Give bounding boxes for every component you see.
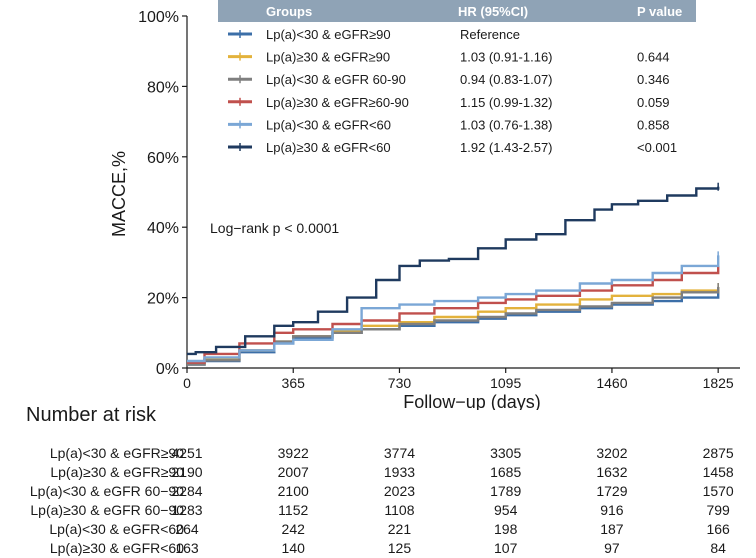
legend-hr: Reference <box>460 27 520 42</box>
legend-hr: 1.15 (0.99-1.32) <box>460 95 553 110</box>
y-tick-label: 60% <box>147 150 179 167</box>
y-axis-label: MACCE,% <box>109 151 129 237</box>
legend-pvalue: 0.346 <box>637 72 670 87</box>
risk-cell: 1570 <box>702 483 734 499</box>
risk-cell: 1283 <box>171 502 203 518</box>
risk-cell: 3202 <box>596 445 628 461</box>
risk-row-label: Lp(a)≥30 & eGFR<60 <box>49 540 184 556</box>
risk-cell: 3922 <box>277 445 309 461</box>
risk-cell: 187 <box>600 521 624 537</box>
legend: Groups HR (95%CI) P value Lp(a)<30 & eGFR≥9… <box>218 0 696 162</box>
x-tick-label: 1095 <box>490 375 521 391</box>
risk-cell: 4251 <box>171 445 203 461</box>
x-tick-label: 365 <box>282 375 306 391</box>
risk-cell: 2023 <box>383 483 416 499</box>
legend-pvalue: <0.001 <box>637 140 677 155</box>
legend-pvalue: 0.644 <box>637 50 670 65</box>
risk-cell: 2875 <box>702 445 734 461</box>
risk-cell: 916 <box>600 502 624 518</box>
risk-cell: 264 <box>175 521 199 537</box>
legend-group: Lp(a)≥30 & eGFR≥60-90 <box>266 95 409 110</box>
risk-cell: 198 <box>494 521 518 537</box>
legend-body-bg <box>218 22 696 162</box>
y-tick-label: 80% <box>147 79 179 96</box>
legend-group: Lp(a)≥30 & eGFR≥90 <box>266 50 390 65</box>
risk-row-label: Lp(a)≥30 & eGFR 60−90 <box>30 502 184 518</box>
risk-table: Number at risk Lp(a)<30 & eGFR≥90 4251 392… <box>0 400 756 557</box>
legend-header: P value <box>637 4 682 19</box>
legend-header: Groups <box>266 4 312 19</box>
km-curve-5 <box>187 255 720 363</box>
risk-row-label: Lp(a)<30 & eGFR 60−90 <box>29 483 184 499</box>
legend-group: Lp(a)≥30 & eGFR<60 <box>266 140 391 155</box>
x-tick-label: 1825 <box>703 375 734 391</box>
risk-row-label: Lp(a)<30 & eGFR≥90 <box>49 445 184 461</box>
risk-cell: 221 <box>387 521 412 537</box>
risk-row: Lp(a)≥30 & eGFR<60 163 140 125 107 97 84 <box>0 540 756 558</box>
risk-cell: 125 <box>387 540 412 556</box>
x-axis-label: Follow−up (days) <box>403 392 541 410</box>
risk-cell: 954 <box>494 502 518 518</box>
risk-cell: 799 <box>706 502 730 518</box>
risk-row: Lp(a)<30 & eGFR 60−90 2284 2100 2023 1789 172… <box>0 483 756 501</box>
legend-hr: 0.94 (0.83-1.07) <box>460 72 553 87</box>
risk-cell: 3305 <box>490 445 522 461</box>
y-tick-label: 0% <box>156 361 179 378</box>
risk-cell: 140 <box>281 540 305 556</box>
risk-cell: 1685 <box>490 464 522 480</box>
legend-pvalue: 0.858 <box>637 117 670 132</box>
risk-cell: 163 <box>175 540 199 556</box>
risk-cell: 2100 <box>277 483 309 499</box>
y-tick-label: 20% <box>147 291 179 308</box>
legend-header: HR (95%CI) <box>458 4 528 19</box>
x-tick-label: 0 <box>183 375 191 391</box>
risk-cell: 1789 <box>490 483 522 499</box>
legend-header-bg <box>218 0 696 22</box>
x-tick-label: 1460 <box>596 375 627 391</box>
legend-hr: 1.92 (1.43-2.57) <box>460 140 553 155</box>
risk-cell: 107 <box>494 540 518 556</box>
risk-cell: 1632 <box>596 464 628 480</box>
risk-cell: 1458 <box>702 464 734 480</box>
risk-cell: 2284 <box>171 483 203 499</box>
risk-row: Lp(a)≥30 & eGFR 60−90 1283 1152 1108 954 916 7… <box>0 502 756 520</box>
risk-cell: 242 <box>281 521 305 537</box>
y-tick-label: 40% <box>147 220 179 237</box>
risk-row: Lp(a)<30 & eGFR≥90 4251 3922 3774 3305 3202 28… <box>0 445 756 463</box>
y-tick-label: 100% <box>138 9 179 26</box>
risk-cell: 2007 <box>277 464 309 480</box>
risk-cell: 1108 <box>384 502 415 518</box>
risk-row-label: Lp(a)≥30 & eGFR≥90 <box>50 464 184 480</box>
legend-hr: 1.03 (0.91-1.16) <box>460 50 553 65</box>
legend-hr: 1.03 (0.76-1.38) <box>460 117 553 132</box>
logrank-annotation: Log−rank p < 0.0001 <box>210 220 339 236</box>
km-curves <box>187 182 720 366</box>
risk-cell: 2190 <box>171 464 203 480</box>
risk-cell: 166 <box>706 521 730 537</box>
x-tick-label: 730 <box>388 375 412 391</box>
risk-row: Lp(a)<30 & eGFR<60 264 242 221 198 187 166 <box>0 521 756 539</box>
risk-cell: 3774 <box>383 445 416 461</box>
risk-row-label: Lp(a)<30 & eGFR<60 <box>49 521 184 537</box>
km-curve-4 <box>187 265 720 364</box>
legend-group: Lp(a)<30 & eGFR 60-90 <box>266 72 406 87</box>
risk-row: Lp(a)≥30 & eGFR≥90 2190 2007 1933 1685 1632 14… <box>0 464 756 482</box>
risk-table-title: Number at risk <box>26 404 157 426</box>
risk-cell: 1152 <box>278 502 309 518</box>
legend-group: Lp(a)<30 & eGFR≥90 <box>266 27 391 42</box>
risk-cell: 1933 <box>383 464 416 480</box>
axes: 0% 20% 40% 60% 80% 100% 0 365 730 1095 1460 1825 <box>138 9 740 391</box>
legend-group: Lp(a)<30 & eGFR<60 <box>266 117 391 132</box>
risk-cell: 84 <box>710 540 726 556</box>
legend-pvalue: 0.059 <box>637 95 670 110</box>
risk-cell: 97 <box>604 540 620 556</box>
km-curve-6 <box>187 186 720 356</box>
risk-cell: 1729 <box>596 483 628 499</box>
km-plot: 0% 20% 40% 60% 80% 100% 0 365 730 1095 1460 1825 Gr… <box>109 0 740 410</box>
